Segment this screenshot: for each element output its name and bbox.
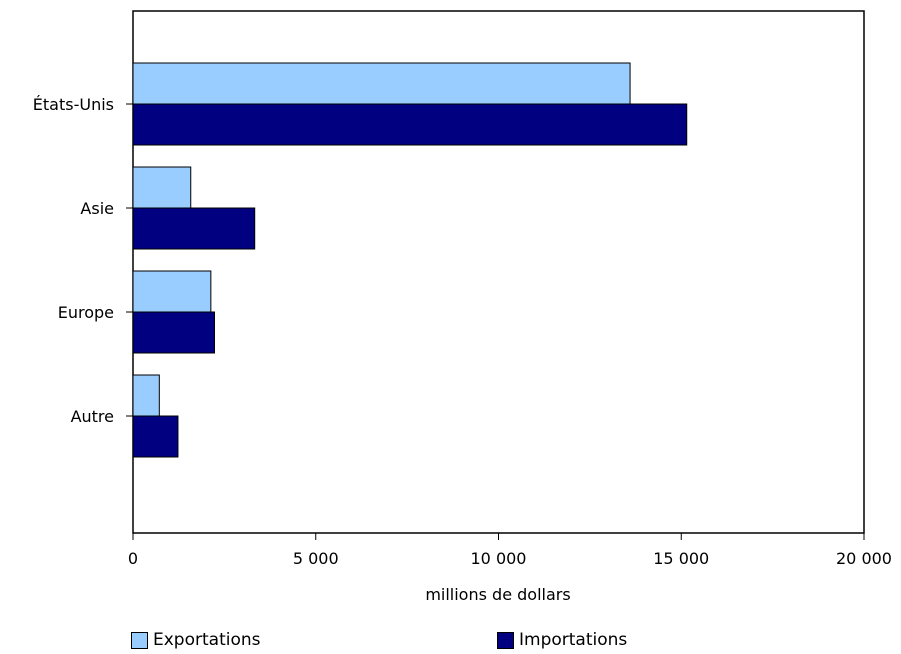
bar-importations-3 — [132, 415, 179, 458]
x-tick-label: 20 000 — [836, 549, 892, 568]
bars-layer — [132, 62, 688, 458]
legend-swatch-importations — [497, 631, 514, 649]
bar-importations-1 — [132, 207, 256, 250]
y-tick-label: Europe — [58, 303, 114, 322]
x-tick-label: 5 000 — [293, 549, 339, 568]
legend-label-importations: Importations — [519, 630, 628, 650]
x-tick-label: 15 000 — [653, 549, 709, 568]
y-axis: États-Unis Asie Europe Autre — [33, 95, 133, 426]
bar-importations-2 — [132, 311, 216, 354]
x-tick-label: 0 — [128, 549, 138, 568]
y-tick-label: Asie — [80, 199, 114, 218]
bar-exportations-1 — [132, 166, 192, 209]
bar-exportations-2 — [132, 270, 212, 313]
y-tick-label: Autre — [71, 407, 114, 426]
y-tick-label: États-Unis — [33, 95, 114, 114]
bar-exportations-3 — [132, 374, 160, 417]
legend-swatch-exportations — [131, 631, 148, 649]
x-axis: 0 5 000 10 000 15 000 20 000 — [128, 533, 892, 568]
x-tick-label: 10 000 — [471, 549, 527, 568]
legend-label-exportations: Exportations — [153, 630, 261, 650]
bar-exportations-0 — [132, 62, 631, 105]
bar-importations-0 — [132, 103, 688, 146]
legend-item-exportations: Exportations — [131, 628, 261, 652]
legend-item-importations: Importations — [497, 628, 627, 652]
x-axis-title: millions de dollars — [425, 585, 570, 604]
